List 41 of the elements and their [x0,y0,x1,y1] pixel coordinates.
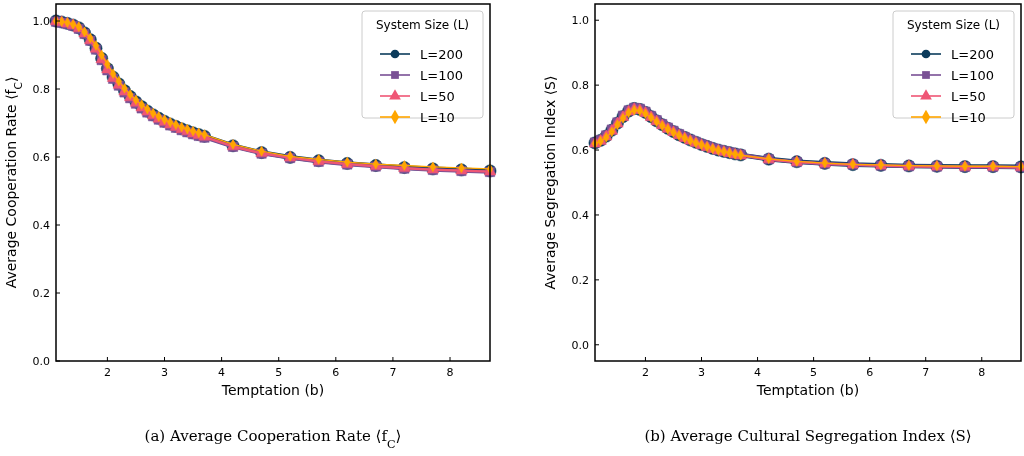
y-tick-label: 0.0 [571,338,589,352]
x-tick-label: 2 [103,366,111,379]
y-tick-label: 0.6 [32,151,50,164]
x-tick-label: 8 [978,366,986,379]
y-tick-label: 0.2 [571,273,589,287]
y-tick-label: 0.0 [32,355,50,368]
x-tick-label: 4 [218,366,226,379]
x-tick-label: 4 [754,366,762,379]
y-tick-label: 0.2 [32,287,50,300]
x-tick-label: 5 [275,366,283,379]
legend-label: L=200 [420,47,463,62]
y-tick-label: 1.0 [32,15,50,28]
y-tick-label: 0.8 [32,83,50,96]
x-tick-label: 2 [641,366,649,379]
legend-label: L=200 [951,47,994,62]
x-tick-label: 3 [161,366,168,379]
x-tick-label: 6 [866,366,874,379]
legend-label: L=50 [951,89,986,104]
x-tick-label: 7 [922,366,930,379]
y-tick-label: 1.0 [571,14,589,28]
x-tick-label: 8 [446,366,454,379]
x-tick-label: 7 [389,366,397,379]
x-axis-title: Temptation (b) [220,382,325,398]
y-tick-label: 0.8 [571,79,589,93]
y-tick-label: 0.6 [571,144,589,158]
legend-label: L=100 [951,68,994,83]
legend-label: L=100 [420,68,463,83]
x-tick-label: 6 [332,366,340,379]
x-tick-label: 3 [698,366,705,379]
legend-title: System Size (L) [906,18,1001,32]
y-axis-title: Average Segregation Index ⟨S⟩ [542,75,558,290]
x-axis-title: Temptation (b) [755,382,860,398]
text: (b) Average Cultural Segregation Index ⟨S⟩ [644,427,972,445]
y-tick-label: 0.4 [571,208,589,222]
y-tick-label: 0.4 [32,219,50,232]
legend-label: L=50 [420,89,455,104]
legend-title: System Size (L) [375,18,470,32]
text: (a) Average Cooperation Rate ⟨f$_{C}$⟩ [144,427,402,451]
legend-label: L=10 [420,110,455,125]
legend-label: L=10 [951,110,986,125]
x-tick-label: 5 [810,366,818,379]
